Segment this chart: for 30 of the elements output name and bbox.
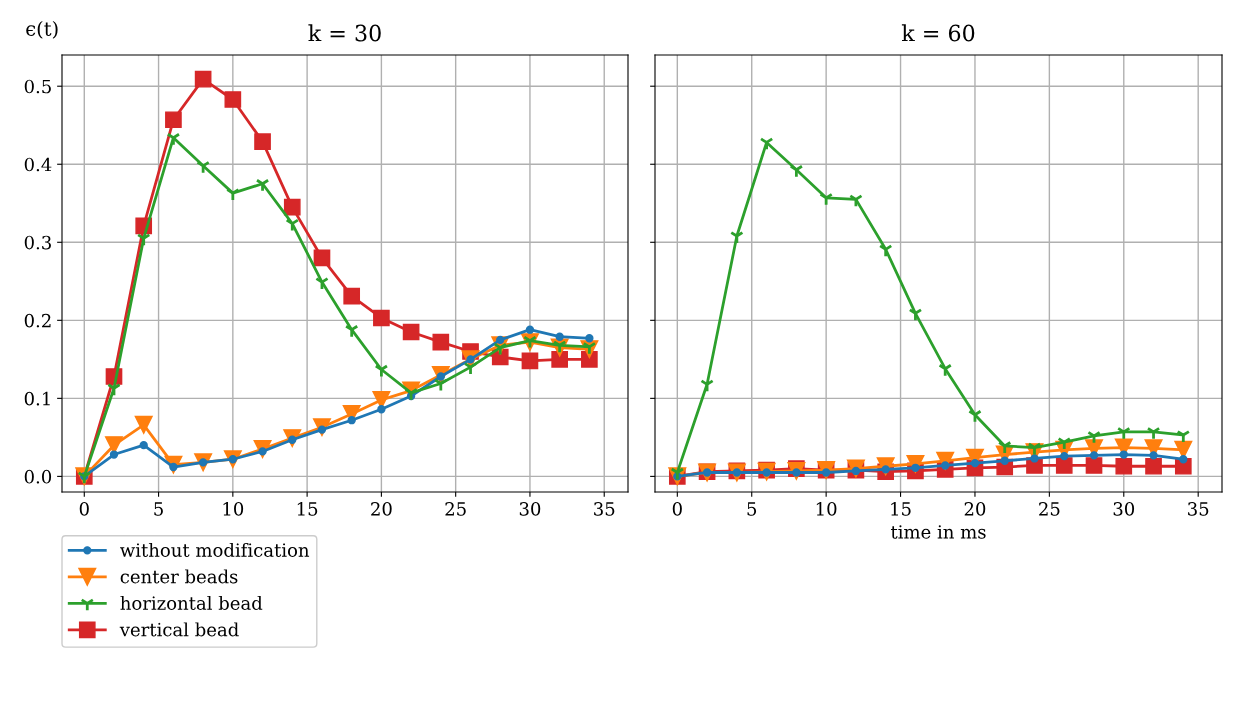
y-tick-label: 0.0 (24, 469, 52, 484)
x-tick-label: 35 (594, 502, 615, 516)
x-tick-label: 30 (519, 502, 541, 516)
y-tick-label: 0.2 (24, 313, 51, 328)
x-tick-label: 30 (1113, 502, 1135, 516)
x-tick-label: 0 (672, 502, 682, 516)
y-tick-label: 0.3 (24, 235, 51, 250)
y-tick-label: 0.4 (24, 157, 52, 172)
x-tick-label: 15 (891, 502, 911, 516)
chart-title: k = 60 (901, 24, 975, 42)
x-tick-label: 5 (154, 502, 163, 516)
x-tick-label: 15 (297, 502, 318, 516)
x-tick-label: 0 (79, 502, 89, 516)
x-tick-label: 10 (223, 502, 244, 516)
x-tick-label: 5 (747, 502, 757, 516)
y-tick-label: 0.1 (24, 391, 50, 406)
x-tick-label: 35 (1188, 502, 1209, 516)
x-tick-label: 20 (964, 502, 986, 516)
x-tick-label: 20 (371, 502, 392, 516)
legend-label: horizontal bead (120, 595, 263, 610)
x-tick-label: 25 (1039, 502, 1060, 516)
y-axis-title: ϵ(t) (26, 20, 58, 39)
x-tick-label: 10 (816, 502, 837, 516)
legend-label: center beads (120, 569, 238, 584)
legend-label: vertical bead (119, 622, 239, 637)
legend-label: without modification (120, 542, 310, 557)
chart-title: k = 30 (308, 24, 381, 42)
x-axis-title: time in ms (890, 525, 986, 539)
x-tick-label: 25 (445, 502, 466, 516)
y-tick-label: 0.5 (24, 79, 51, 94)
